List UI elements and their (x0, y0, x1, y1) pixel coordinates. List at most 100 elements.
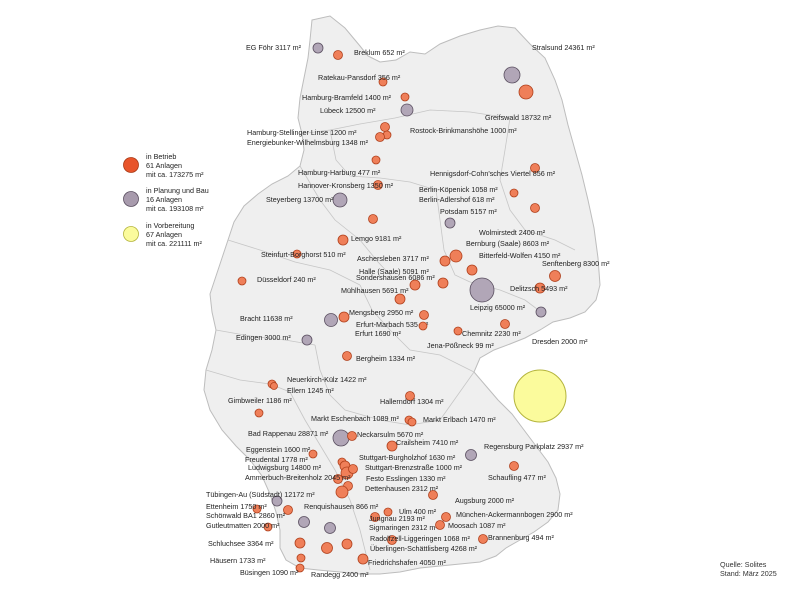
site-marker (237, 276, 247, 286)
site-label: Schaufling 477 m² (488, 473, 547, 482)
site-label: Berlin-Köpenick 1058 m² (419, 185, 498, 194)
site-label: Gimbweiler 1186 m² (228, 396, 292, 405)
site-label: Rostock-Brinkmanshöhe 1000 m² (410, 126, 517, 135)
site-label: Hamburg-Harburg 477 m² (298, 168, 381, 177)
site-marker (400, 92, 410, 102)
site-label: Augsburg 2000 m² (455, 496, 515, 505)
site-label: Hamburg-Bramfeld 1400 m² (302, 93, 392, 102)
site-marker (435, 520, 445, 530)
site-marker (373, 180, 383, 190)
source-line1: Quelle: Solites (720, 560, 767, 569)
legend-betrieb-line3: mit ca. 173275 m² (146, 170, 204, 179)
site-label: Energiebunker-Wilhelmsburg 1348 m² (247, 138, 369, 147)
site-marker (386, 440, 398, 452)
site-label: Hallerndorf 1304 m² (380, 397, 444, 406)
site-label: Bracht 11638 m² (240, 314, 293, 323)
site-marker (465, 449, 477, 461)
site-label: Erfurt-Marbach 535 m² (356, 320, 429, 329)
site-label: Friedrichshafen 4050 m² (368, 558, 447, 567)
site-label: Mühlhausen 5691 m² (341, 286, 409, 295)
site-marker (301, 334, 313, 346)
site-marker (469, 277, 495, 303)
legend-symbol-planung (123, 191, 139, 207)
site-marker (337, 234, 349, 246)
site-label: Markt Eschenbach 1089 m² (311, 414, 399, 423)
site-marker (449, 249, 463, 263)
site-marker (530, 203, 540, 213)
site-marker (407, 417, 417, 427)
site-marker (335, 485, 349, 499)
site-marker (324, 313, 338, 327)
site-marker (394, 293, 406, 305)
site-label: Breklum 652 m² (354, 48, 405, 57)
site-label: Jungnau 2193 m² (369, 514, 426, 523)
site-marker (263, 522, 273, 532)
site-marker (466, 264, 478, 276)
site-marker (333, 474, 343, 484)
site-label: Dettenhausen 2312 m² (365, 484, 439, 493)
site-marker (370, 512, 380, 522)
site-label: Schluchsee 3364 m² (208, 539, 274, 548)
site-label: Häusern 1733 m² (210, 556, 266, 565)
site-marker (308, 449, 318, 459)
site-marker (418, 321, 428, 331)
site-label: Steyerberg 13700 m² (266, 195, 334, 204)
site-label: Senftenberg 8300 m² (542, 259, 610, 268)
site-label: Edingen 3000 m² (236, 333, 291, 342)
site-marker (478, 534, 488, 544)
site-marker (375, 132, 385, 142)
site-marker (428, 490, 438, 500)
site-marker (378, 77, 388, 87)
site-marker (333, 50, 343, 60)
state-borders (205, 109, 576, 571)
site-marker (405, 391, 415, 401)
site-label: Ratekau-Pansdorf 356 m² (318, 73, 401, 82)
site-marker (453, 326, 463, 336)
site-label: EG Föhr 3117 m² (246, 43, 302, 52)
site-marker (270, 382, 278, 390)
site-marker (380, 122, 390, 132)
site-marker (509, 461, 519, 471)
site-marker (348, 464, 358, 474)
legend-betrieb-line1: in Betrieb (146, 152, 176, 161)
site-label: Bitterfeld-Wolfen 4150 m² (479, 251, 561, 260)
site-label: Steinfurt-Borghorst 510 m² (261, 250, 346, 259)
legend: in Betrieb 61 Anlagen mit ca. 173275 m² … (123, 152, 209, 248)
site-label: Stralsund 24361 m² (532, 43, 595, 52)
site-marker (342, 351, 352, 361)
site-label: Halle (Saale) 5091 m² (359, 267, 430, 276)
site-marker (437, 277, 449, 289)
site-label: Festo Esslingen 1330 m² (366, 474, 446, 483)
site-label: Freudental 1778 m² (245, 455, 308, 464)
site-marker (549, 270, 561, 282)
site-marker (383, 507, 393, 517)
source-line2: Stand: März 2025 (720, 569, 777, 578)
site-marker (534, 282, 546, 294)
site-label: Düsseldorf 240 m² (257, 275, 316, 284)
site-label: Mengsberg 2950 m² (349, 308, 414, 317)
site-marker (341, 538, 353, 550)
site-marker (419, 310, 429, 320)
site-marker (368, 214, 378, 224)
site-marker (444, 217, 456, 229)
site-marker (298, 516, 310, 528)
site-marker (338, 311, 350, 323)
site-marker (509, 188, 519, 198)
site-label: Hamburg-Stellinger Linse 1200 m² (247, 128, 357, 137)
site-label: Tübingen-Au (Südstadt) 12172 m² (206, 490, 315, 499)
site-label: Wolmirstedt 2400 m² (479, 228, 546, 237)
site-label: Hennigsdorf-Cohn'sches Viertel 856 m² (430, 169, 556, 178)
site-marker (503, 66, 521, 84)
site-marker (332, 429, 350, 447)
site-marker (518, 84, 534, 100)
site-label: Büsingen 1090 m² (240, 568, 299, 577)
site-label: Bergheim 1334 m² (356, 354, 416, 363)
site-label: Ettenheim 1750 m² (206, 502, 267, 511)
site-label: Schönwald BA1 2860 m² (206, 511, 286, 520)
site-marker (400, 103, 414, 117)
legend-planung-line2: 16 Anlagen (146, 195, 182, 204)
site-label: Crailsheim 7410 m² (396, 438, 459, 447)
site-label: Delitzsch 5493 m² (510, 284, 568, 293)
site-label: Erfurt 1690 m² (355, 329, 402, 338)
